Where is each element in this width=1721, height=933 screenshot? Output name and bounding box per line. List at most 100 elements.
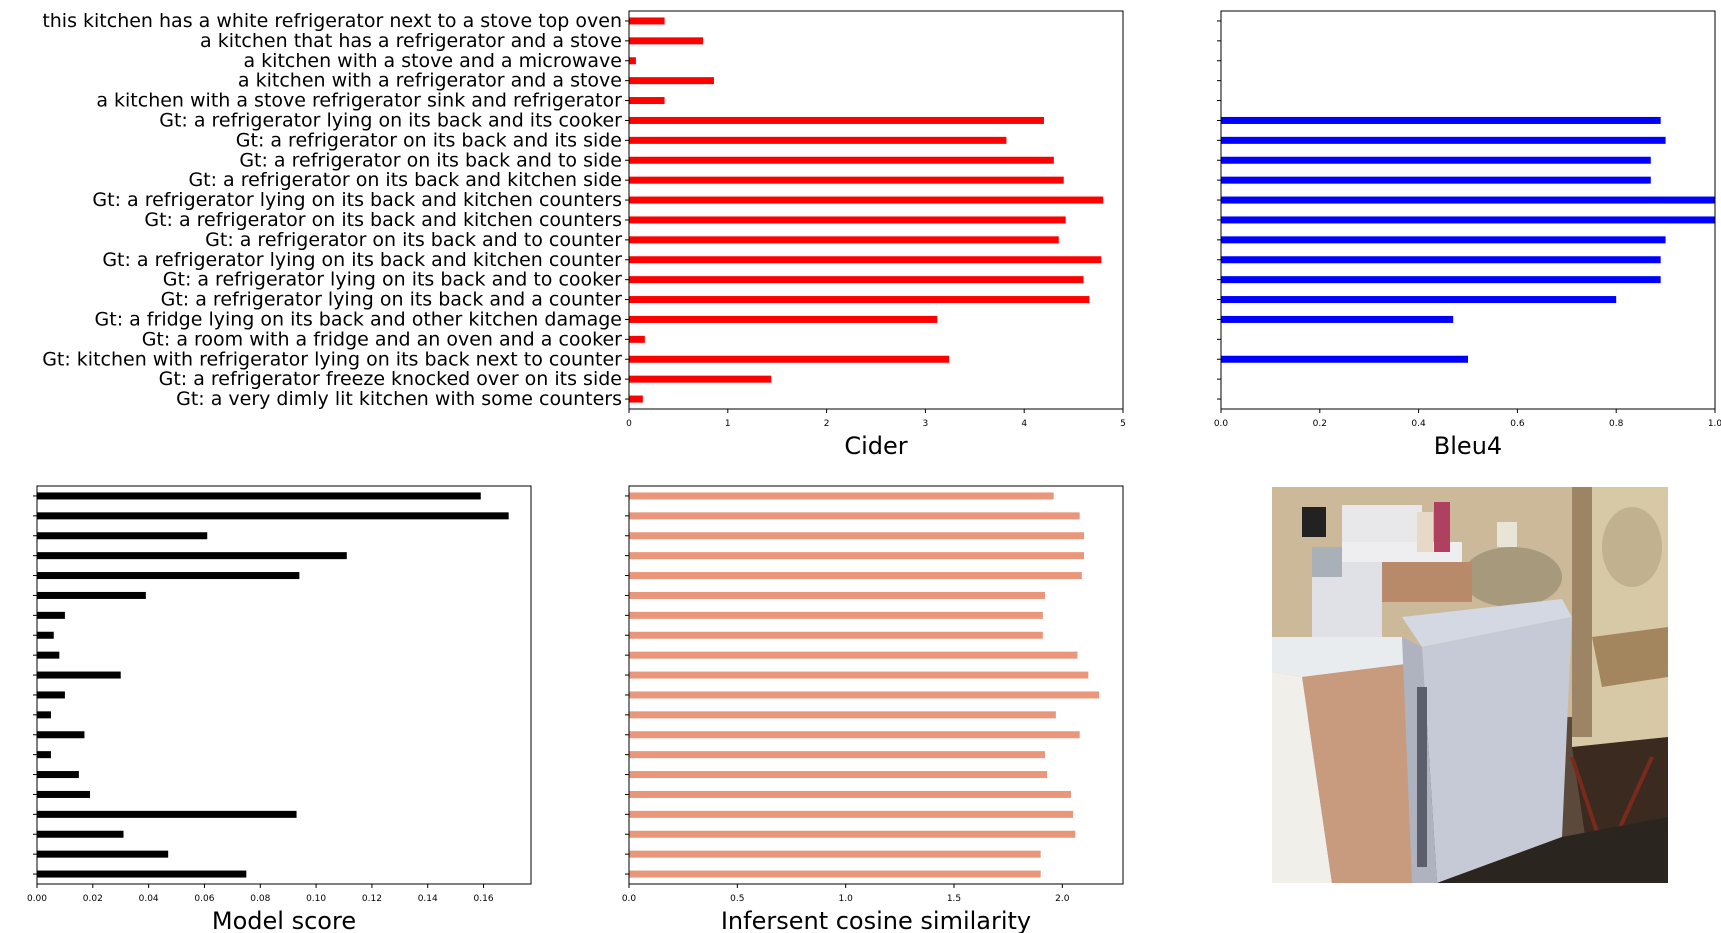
xtick-label-cider-2: 2 bbox=[824, 419, 830, 429]
bar-bleu4-7 bbox=[1221, 156, 1651, 164]
bar-model-score-12 bbox=[37, 731, 85, 739]
bar-model-score-2 bbox=[37, 532, 208, 540]
bar-infersent-10 bbox=[629, 691, 1100, 699]
bar-cider-15 bbox=[629, 315, 938, 323]
category-label-4: a kitchen with a stove refrigerator sink… bbox=[96, 90, 622, 112]
bar-model-score-4 bbox=[37, 572, 300, 580]
bar-bleu4-17 bbox=[1221, 355, 1468, 363]
xtick-label-cider-4: 4 bbox=[1021, 419, 1027, 429]
bar-model-score-10 bbox=[37, 691, 65, 699]
bar-bleu4-5 bbox=[1221, 116, 1661, 124]
bar-cider-10 bbox=[629, 216, 1066, 224]
bar-infersent-9 bbox=[629, 671, 1089, 679]
plot-frame-cider bbox=[628, 10, 1124, 410]
category-label-9: Gt: a refrigerator lying on its back and… bbox=[92, 189, 622, 211]
bar-cider-1 bbox=[629, 37, 704, 45]
chart-infersent: 0.0 0.5 1.0 1.5 2.0 Infersent cosine similari… bbox=[622, 485, 1124, 933]
xtick-label-model-score-1: 0.02 bbox=[83, 894, 103, 904]
bar-cider-7 bbox=[629, 156, 1054, 164]
x-axis-title-cider: Cider bbox=[844, 432, 907, 460]
category-label-13: Gt: a refrigerator lying on its back and… bbox=[163, 269, 622, 291]
xtick-label-model-score-0: 0.00 bbox=[27, 894, 47, 904]
xtick-label-infersent-2: 1.0 bbox=[839, 894, 854, 904]
bar-infersent-12 bbox=[629, 731, 1080, 739]
kitchen-photo bbox=[1272, 487, 1668, 883]
xtick-label-bleu4-3: 0.6 bbox=[1510, 419, 1525, 429]
bar-infersent-17 bbox=[629, 830, 1076, 838]
plot-frame-bleu4 bbox=[1220, 10, 1716, 410]
bar-model-score-5 bbox=[37, 591, 146, 599]
category-label-18: Gt: a refrigerator freeze knocked over o… bbox=[159, 368, 622, 390]
bar-infersent-6 bbox=[629, 611, 1043, 619]
plot-frame-infersent bbox=[628, 485, 1124, 885]
bar-model-score-3 bbox=[37, 552, 347, 560]
bar-cider-6 bbox=[629, 136, 1007, 144]
bar-model-score-16 bbox=[37, 810, 297, 818]
bar-bleu4-10 bbox=[1221, 216, 1715, 224]
bar-infersent-16 bbox=[629, 810, 1074, 818]
bar-cider-2 bbox=[629, 57, 636, 65]
bar-infersent-5 bbox=[629, 591, 1045, 599]
category-label-14: Gt: a refrigerator lying on its back and… bbox=[161, 289, 623, 311]
chart-cider: this kitchen has a white refrigerator ne… bbox=[42, 10, 1126, 460]
bar-model-score-11 bbox=[37, 711, 51, 719]
bar-model-score-7 bbox=[37, 631, 54, 639]
bar-infersent-3 bbox=[629, 552, 1084, 560]
xtick-label-infersent-4: 2.0 bbox=[1055, 894, 1070, 904]
chart-bleu4: 0.0 0.2 0.4 0.6 0.8 1.0 Bleu4 bbox=[1214, 10, 1721, 460]
bar-cider-17 bbox=[629, 355, 950, 363]
bar-cider-14 bbox=[629, 296, 1090, 304]
bar-infersent-15 bbox=[629, 790, 1071, 798]
category-label-2: a kitchen with a stove and a microwave bbox=[244, 50, 623, 72]
bar-cider-16 bbox=[629, 335, 645, 343]
bar-model-score-9 bbox=[37, 671, 121, 679]
bar-model-score-19 bbox=[37, 870, 247, 878]
xtick-label-bleu4-1: 0.2 bbox=[1313, 419, 1327, 429]
bar-model-score-14 bbox=[37, 771, 79, 779]
x-axis-title-model-score: Model score bbox=[212, 907, 356, 933]
bar-infersent-7 bbox=[629, 631, 1043, 639]
xtick-label-model-score-5: 0.10 bbox=[306, 894, 326, 904]
bar-bleu4-12 bbox=[1221, 256, 1661, 264]
category-label-11: Gt: a refrigerator on its back and to co… bbox=[205, 229, 622, 251]
category-label-10: Gt: a refrigerator on its back and kitch… bbox=[144, 209, 622, 231]
bar-model-score-6 bbox=[37, 611, 65, 619]
category-label-12: Gt: a refrigerator lying on its back and… bbox=[102, 249, 622, 271]
category-label-15: Gt: a fridge lying on its back and other… bbox=[95, 308, 622, 330]
bar-model-score-17 bbox=[37, 830, 124, 838]
bar-bleu4-15 bbox=[1221, 315, 1454, 323]
bar-model-score-13 bbox=[37, 751, 51, 759]
bar-infersent-19 bbox=[629, 870, 1041, 878]
bar-bleu4-14 bbox=[1221, 296, 1617, 304]
bar-model-score-15 bbox=[37, 790, 91, 798]
xtick-label-bleu4-5: 1.0 bbox=[1708, 419, 1721, 429]
bar-model-score-8 bbox=[37, 651, 60, 659]
bar-model-score-18 bbox=[37, 850, 169, 858]
xtick-label-model-score-8: 0.16 bbox=[474, 894, 494, 904]
xtick-label-model-score-3: 0.06 bbox=[194, 894, 214, 904]
bar-cider-19 bbox=[629, 395, 643, 403]
xtick-label-bleu4-4: 0.8 bbox=[1609, 419, 1624, 429]
bar-infersent-18 bbox=[629, 850, 1041, 858]
category-label-7: Gt: a refrigerator on its back and to si… bbox=[239, 149, 622, 171]
bar-infersent-8 bbox=[629, 651, 1078, 659]
bar-cider-5 bbox=[629, 116, 1044, 124]
xtick-label-cider-0: 0 bbox=[626, 419, 632, 429]
bar-infersent-4 bbox=[629, 572, 1082, 580]
bar-cider-8 bbox=[629, 176, 1064, 184]
category-label-0: this kitchen has a white refrigerator ne… bbox=[42, 10, 622, 32]
bar-cider-18 bbox=[629, 375, 772, 383]
xtick-label-model-score-6: 0.12 bbox=[362, 894, 382, 904]
category-label-5: Gt: a refrigerator lying on its back and… bbox=[159, 109, 622, 131]
bar-model-score-1 bbox=[37, 512, 509, 520]
bar-bleu4-11 bbox=[1221, 236, 1666, 244]
bar-cider-4 bbox=[629, 97, 665, 105]
bar-infersent-13 bbox=[629, 751, 1045, 759]
category-label-6: Gt: a refrigerator on its back and its s… bbox=[236, 129, 622, 151]
xtick-label-bleu4-2: 0.4 bbox=[1411, 419, 1426, 429]
category-label-19: Gt: a very dimly lit kitchen with some c… bbox=[176, 388, 622, 410]
bar-bleu4-6 bbox=[1221, 136, 1666, 144]
bar-bleu4-9 bbox=[1221, 196, 1715, 204]
bar-infersent-14 bbox=[629, 771, 1048, 779]
